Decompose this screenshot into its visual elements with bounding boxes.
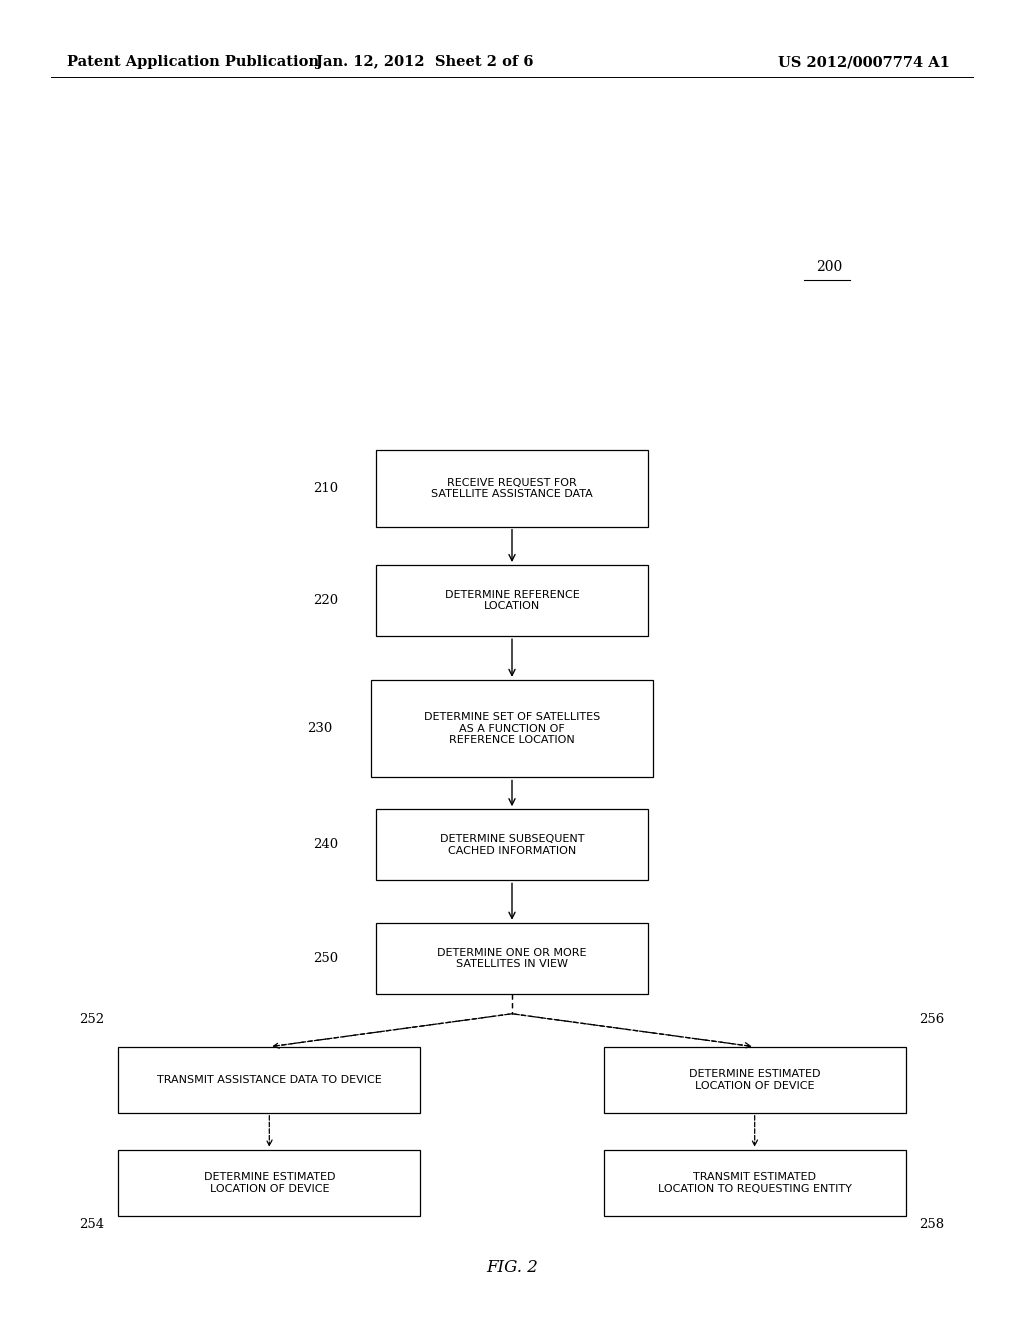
Text: Patent Application Publication: Patent Application Publication <box>67 55 318 69</box>
Text: DETERMINE SUBSEQUENT
CACHED INFORMATION: DETERMINE SUBSEQUENT CACHED INFORMATION <box>439 834 585 855</box>
FancyBboxPatch shape <box>604 1047 906 1113</box>
FancyBboxPatch shape <box>604 1150 906 1216</box>
Text: DETERMINE ESTIMATED
LOCATION OF DEVICE: DETERMINE ESTIMATED LOCATION OF DEVICE <box>204 1172 335 1193</box>
FancyBboxPatch shape <box>371 680 653 777</box>
Text: 230: 230 <box>307 722 332 735</box>
Text: FIG. 2: FIG. 2 <box>486 1259 538 1275</box>
Text: 252: 252 <box>80 1012 104 1026</box>
FancyBboxPatch shape <box>377 923 648 994</box>
Text: US 2012/0007774 A1: US 2012/0007774 A1 <box>778 55 950 69</box>
Text: DETERMINE REFERENCE
LOCATION: DETERMINE REFERENCE LOCATION <box>444 590 580 611</box>
Text: TRANSMIT ASSISTANCE DATA TO DEVICE: TRANSMIT ASSISTANCE DATA TO DEVICE <box>157 1074 382 1085</box>
FancyBboxPatch shape <box>377 809 648 880</box>
Text: Jan. 12, 2012  Sheet 2 of 6: Jan. 12, 2012 Sheet 2 of 6 <box>316 55 534 69</box>
Text: 240: 240 <box>313 838 338 851</box>
FancyBboxPatch shape <box>377 565 648 636</box>
Text: TRANSMIT ESTIMATED
LOCATION TO REQUESTING ENTITY: TRANSMIT ESTIMATED LOCATION TO REQUESTIN… <box>657 1172 852 1193</box>
FancyBboxPatch shape <box>377 450 648 527</box>
Text: 200: 200 <box>816 260 843 273</box>
Text: 256: 256 <box>920 1012 944 1026</box>
Text: 254: 254 <box>80 1218 104 1232</box>
FancyBboxPatch shape <box>119 1047 420 1113</box>
Text: 250: 250 <box>313 952 338 965</box>
Text: RECEIVE REQUEST FOR
SATELLITE ASSISTANCE DATA: RECEIVE REQUEST FOR SATELLITE ASSISTANCE… <box>431 478 593 499</box>
Text: DETERMINE ESTIMATED
LOCATION OF DEVICE: DETERMINE ESTIMATED LOCATION OF DEVICE <box>689 1069 820 1090</box>
Text: 210: 210 <box>313 482 338 495</box>
Text: DETERMINE SET OF SATELLITES
AS A FUNCTION OF
REFERENCE LOCATION: DETERMINE SET OF SATELLITES AS A FUNCTIO… <box>424 711 600 746</box>
Text: 258: 258 <box>920 1218 944 1232</box>
FancyBboxPatch shape <box>119 1150 420 1216</box>
Text: 220: 220 <box>313 594 338 607</box>
Text: DETERMINE ONE OR MORE
SATELLITES IN VIEW: DETERMINE ONE OR MORE SATELLITES IN VIEW <box>437 948 587 969</box>
